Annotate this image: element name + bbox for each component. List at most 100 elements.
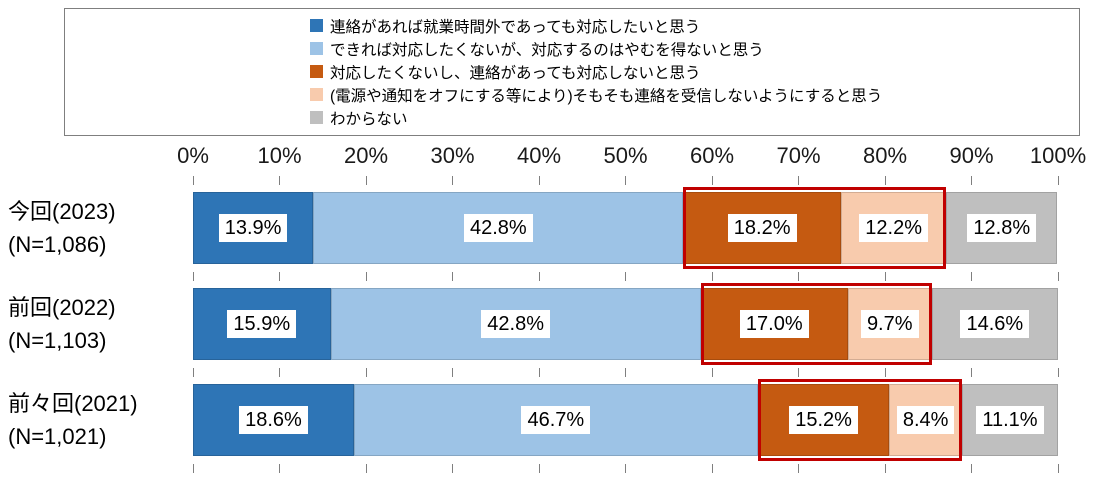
category-label: 前回(2022) (N=1,103) xyxy=(0,288,187,360)
x-tick-label: 0% xyxy=(177,143,209,168)
category-sample-size: (N=1,021) xyxy=(8,424,107,449)
axis-tickmark xyxy=(452,272,453,281)
legend-label: わからない xyxy=(330,110,408,128)
data-label: 15.9% xyxy=(227,310,297,338)
axis-tickmark xyxy=(452,176,453,185)
bar-segment: 18.2% xyxy=(683,192,841,264)
axis-tickmark xyxy=(971,368,972,377)
legend-swatch-dark-blue xyxy=(310,19,323,32)
axis-tickmark xyxy=(971,272,972,281)
legend-swatch-dark-orange xyxy=(310,65,323,78)
data-label: 13.9% xyxy=(218,214,288,242)
axis-tickmark xyxy=(625,368,626,377)
data-label: 46.7% xyxy=(521,406,591,434)
axis-tickmark xyxy=(192,272,194,281)
axis-tickmark xyxy=(798,464,799,473)
axis-tickmark xyxy=(192,368,194,377)
axis-tickmark xyxy=(884,368,886,377)
axis-tickmark xyxy=(365,176,367,185)
axis-tickmark xyxy=(971,176,972,185)
plot-area: 13.9% 42.8% 18.2% 12.2% 12.8% 15.9% 42.8% 17.0%… xyxy=(192,176,1059,473)
axis-tickmark xyxy=(192,176,194,185)
x-tick-label: 100% xyxy=(1029,143,1087,168)
axis-tickmark xyxy=(192,464,194,473)
x-tick-label: 90% xyxy=(949,143,994,168)
bar-segment: 11.1% xyxy=(961,384,1058,456)
axis-tickmark xyxy=(1057,272,1059,281)
bar-row: 15.9% 42.8% 17.0% 9.7% 14.6% xyxy=(193,288,1058,360)
axis-tickmark xyxy=(538,464,540,473)
axis-tickmark xyxy=(798,272,799,281)
bar-segment: 42.8% xyxy=(313,192,684,264)
data-label: 42.8% xyxy=(481,310,550,338)
x-tick-label: 30% xyxy=(430,143,475,168)
axis-tickmark xyxy=(711,464,713,473)
x-tick-label: 70% xyxy=(776,143,821,168)
category-name: 今回(2023) xyxy=(8,199,116,224)
category-name: 前々回(2021) xyxy=(8,391,138,416)
axis-tickmark xyxy=(884,272,886,281)
legend-label: 連絡があれば就業時間外であっても対応したいと思う xyxy=(330,18,701,36)
data-label: 12.8% xyxy=(967,214,1037,242)
axis-tickmark xyxy=(538,176,540,185)
axis-tickmark xyxy=(279,272,280,281)
legend-label: できれば対応したくないが、対応するのはやむを得ないと思う xyxy=(330,41,764,59)
bar-segment: 13.9% xyxy=(193,192,314,264)
legend: 連絡があれば就業時間外であっても対応したいと思う できれば対応したくないが、対応… xyxy=(64,8,1080,136)
axis-tickmark xyxy=(711,176,713,185)
bar-segment: 18.6% xyxy=(193,384,354,456)
bar-segment: 9.7% xyxy=(847,288,932,360)
x-tick-label: 80% xyxy=(862,143,908,168)
axis-tickmark xyxy=(452,464,453,473)
bar-segment: 12.8% xyxy=(946,192,1058,264)
data-label: 14.6% xyxy=(960,310,1030,338)
data-label: 9.7% xyxy=(860,310,919,338)
bar-segment: 17.0% xyxy=(700,288,848,360)
legend-swatch-light-orange xyxy=(310,88,323,101)
bar-segment: 8.4% xyxy=(889,384,962,456)
axis-tickmark xyxy=(365,464,367,473)
axis-tickmark xyxy=(1057,368,1059,377)
axis-tickmark xyxy=(279,176,280,185)
axis-tickmark xyxy=(365,272,367,281)
data-label: 18.6% xyxy=(239,406,308,434)
bar-segment: 14.6% xyxy=(931,288,1058,360)
bar-segment: 15.9% xyxy=(193,288,331,360)
axis-tickmark xyxy=(365,368,367,377)
category-sample-size: (N=1,103) xyxy=(8,328,107,353)
axis-tickmark xyxy=(798,176,799,185)
bar-row: 18.6% 46.7% 15.2% 8.4% 11.1% xyxy=(193,384,1058,456)
legend-label: 対応したくないし、連絡があっても対応しないと思う xyxy=(330,64,701,82)
legend-label: (電源や通知をオフにする等により)そもそも連絡を受信しないようにすると思う xyxy=(330,87,883,105)
axis-tickmark xyxy=(279,464,280,473)
data-label: 8.4% xyxy=(896,406,955,434)
axis-tickmark xyxy=(711,272,713,281)
axis-tickmark xyxy=(279,368,280,377)
data-label: 18.2% xyxy=(727,214,797,242)
axis-tickmark xyxy=(625,176,626,185)
axis-tickmark xyxy=(711,368,713,377)
data-label: 42.8% xyxy=(463,214,533,242)
axis-tickmark xyxy=(625,272,626,281)
axis-tickmark xyxy=(971,464,972,473)
x-axis: 0% 10% 20% 30% 40% 50% 60% 70% 80% 90% 100% xyxy=(177,143,1086,173)
legend-item: できれば対応したくないが、対応するのはやむを得ないと思う xyxy=(310,37,1079,60)
axis-tickmark xyxy=(1057,464,1059,473)
data-label: 17.0% xyxy=(739,310,809,338)
axis-tickmark xyxy=(884,464,886,473)
axis-tickmark xyxy=(452,368,453,377)
legend-swatch-gray xyxy=(310,111,323,124)
legend-item: 連絡があれば就業時間外であっても対応したいと思う xyxy=(310,14,1079,37)
axis-tickmark xyxy=(538,368,540,377)
legend-swatch-light-blue xyxy=(310,42,323,55)
axis-tickmark xyxy=(538,272,540,281)
axis-tickmark xyxy=(1057,176,1059,185)
data-label: 12.2% xyxy=(859,214,928,242)
axis-tickmark xyxy=(884,176,886,185)
bar-segment: 42.8% xyxy=(330,288,701,360)
category-label: 前々回(2021) (N=1,021) xyxy=(0,384,187,456)
category-sample-size: (N=1,086) xyxy=(8,232,107,257)
legend-item: 対応したくないし、連絡があっても対応しないと思う xyxy=(310,60,1079,83)
legend-item: わからない xyxy=(310,106,1079,129)
bar-row: 13.9% 42.8% 18.2% 12.2% 12.8% xyxy=(193,192,1058,264)
